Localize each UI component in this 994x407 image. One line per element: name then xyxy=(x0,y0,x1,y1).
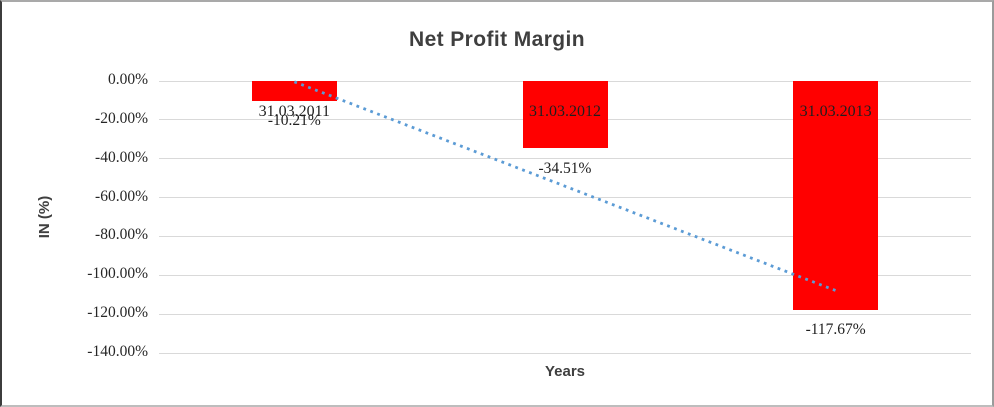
y-tick-label: 0.00% xyxy=(107,71,148,88)
y-axis-title: IN (%) xyxy=(36,195,53,239)
chart-title: Net Profit Margin xyxy=(409,28,585,51)
gridline xyxy=(159,313,971,315)
y-tick-label: -120.00% xyxy=(87,304,148,322)
y-tick-label: -40.00% xyxy=(95,148,148,166)
gridline xyxy=(159,352,971,354)
y-tick-label: -140.00% xyxy=(87,343,148,360)
y-tick-label: -100.00% xyxy=(87,265,148,283)
y-tick-label: -80.00% xyxy=(95,226,148,244)
category-label: 31.03.2013 xyxy=(799,103,872,120)
x-axis-title: Years xyxy=(544,363,586,380)
data-label: -34.51% xyxy=(538,159,592,177)
chart-bar xyxy=(251,81,337,101)
y-tick-label: -20.00% xyxy=(95,109,148,127)
data-label: -10.21% xyxy=(267,112,321,130)
category-label: 31.03.2012 xyxy=(529,103,601,120)
y-tick-label: -60.00% xyxy=(95,187,148,205)
data-label: -117.67% xyxy=(805,321,866,339)
